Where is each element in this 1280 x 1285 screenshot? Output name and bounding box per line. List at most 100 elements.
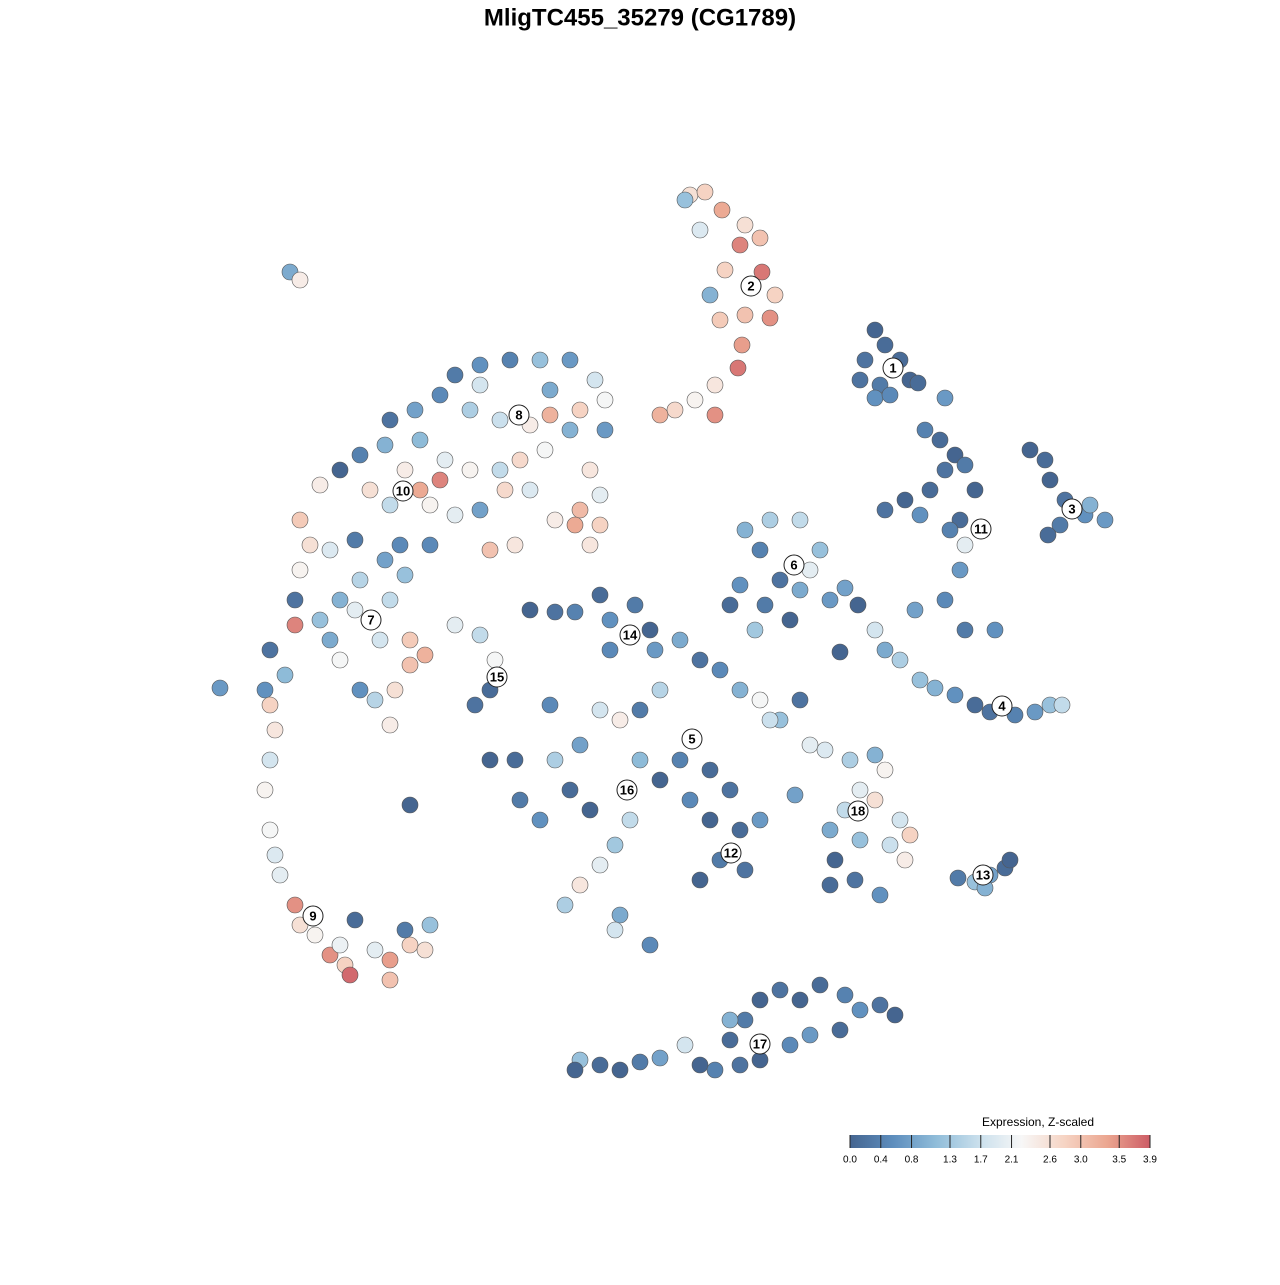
point	[351, 571, 369, 589]
point	[1026, 703, 1044, 721]
point	[706, 406, 724, 424]
point	[321, 631, 339, 649]
point	[571, 401, 589, 419]
point	[256, 681, 274, 699]
point	[896, 491, 914, 509]
point	[591, 486, 609, 504]
point	[866, 746, 884, 764]
point	[966, 696, 984, 714]
point	[286, 616, 304, 634]
point	[416, 941, 434, 959]
point	[701, 811, 719, 829]
point	[256, 781, 274, 799]
point	[771, 981, 789, 999]
point	[381, 411, 399, 429]
points	[211, 183, 1114, 1079]
colorbar-tick-label: 3.9	[1143, 1155, 1157, 1166]
point	[311, 476, 329, 494]
point	[596, 391, 614, 409]
point	[906, 601, 924, 619]
point	[681, 791, 699, 809]
cluster-badge	[486, 666, 508, 688]
point	[396, 461, 414, 479]
point	[381, 496, 399, 514]
point	[731, 576, 749, 594]
point	[561, 351, 579, 369]
point	[871, 996, 889, 1014]
point	[631, 1053, 649, 1071]
point	[731, 236, 749, 254]
point	[621, 811, 639, 829]
point	[891, 811, 909, 829]
point	[506, 751, 524, 769]
point	[849, 596, 867, 614]
cluster-badge	[882, 357, 904, 379]
point	[866, 389, 884, 407]
point	[591, 586, 609, 604]
point	[801, 736, 819, 754]
point	[386, 681, 404, 699]
point	[956, 456, 974, 474]
cluster-badge	[616, 779, 638, 801]
point	[556, 896, 574, 914]
point	[331, 936, 349, 954]
point	[831, 643, 849, 661]
point	[571, 501, 589, 519]
point	[713, 201, 731, 219]
point	[731, 681, 749, 699]
point	[561, 421, 579, 439]
point	[851, 1001, 869, 1019]
point	[471, 501, 489, 519]
colorbar-tick-label: 2.1	[1005, 1155, 1019, 1166]
chart-title: MligTC455_35279 (CG1789)	[484, 4, 796, 31]
point	[851, 831, 869, 849]
point	[736, 861, 754, 879]
point	[941, 521, 959, 539]
point	[646, 641, 664, 659]
cluster-badge	[619, 624, 641, 646]
point	[811, 541, 829, 559]
point	[606, 921, 624, 939]
point	[676, 191, 694, 209]
cluster-badge	[970, 518, 992, 540]
point	[521, 601, 539, 619]
point	[346, 911, 364, 929]
point	[836, 986, 854, 1004]
point	[761, 309, 779, 327]
point	[601, 641, 619, 659]
point	[1036, 451, 1054, 469]
point	[921, 481, 939, 499]
point	[631, 751, 649, 769]
point	[531, 811, 549, 829]
point	[566, 516, 584, 534]
point	[1096, 511, 1114, 529]
point	[541, 406, 559, 424]
point	[911, 671, 929, 689]
point	[721, 596, 739, 614]
point	[541, 696, 559, 714]
point	[706, 376, 724, 394]
point	[331, 461, 349, 479]
point	[901, 826, 919, 844]
point	[721, 1011, 739, 1029]
point	[781, 1036, 799, 1054]
point	[286, 896, 304, 914]
cluster-label: 9	[309, 908, 316, 923]
colorbar-tick-label: 3.0	[1074, 1155, 1088, 1166]
cluster-badge	[302, 905, 324, 927]
point	[691, 871, 709, 889]
cluster-label: 3	[1068, 501, 1075, 516]
point	[909, 374, 927, 392]
point	[321, 946, 339, 964]
point	[866, 791, 884, 809]
point	[751, 811, 769, 829]
point	[561, 781, 579, 799]
point	[446, 506, 464, 524]
point	[1051, 516, 1069, 534]
point	[291, 271, 309, 289]
point	[431, 471, 449, 489]
point	[581, 801, 599, 819]
point	[546, 603, 564, 621]
point	[306, 926, 324, 944]
point	[521, 481, 539, 499]
